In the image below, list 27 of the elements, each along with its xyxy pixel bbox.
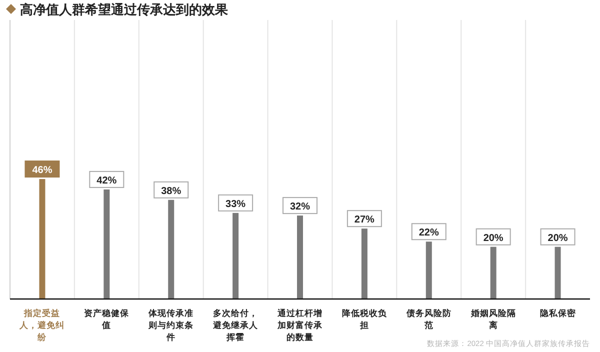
x-tick-label: 资产稳健保值 <box>83 307 130 331</box>
x-tick-label: 降低税收负担 <box>340 307 388 331</box>
data-label: 46% <box>32 165 52 176</box>
x-tick-label: 多次给付，避免继承人挥霍 <box>212 307 260 343</box>
x-tick-label: 债务风险防范 <box>405 307 452 331</box>
data-label: 33% <box>226 198 246 210</box>
data-label: 42% <box>96 175 117 186</box>
data-label: 22% <box>418 228 440 239</box>
data-label: 20% <box>548 232 568 244</box>
x-tick-label: 指定受益人，避免纠纷 <box>18 307 66 343</box>
bar <box>104 189 110 299</box>
bar <box>297 216 303 299</box>
bar <box>168 200 174 299</box>
x-tick-label: 体现传承准则与约束条件 <box>148 307 195 343</box>
bar <box>426 242 432 299</box>
chart-title: 高净值人群希望通过传承达到的效果 <box>20 2 229 17</box>
data-label: 27% <box>354 214 375 226</box>
bar <box>554 246 561 299</box>
bar <box>361 228 368 299</box>
data-label: 32% <box>290 202 310 213</box>
bar <box>232 212 239 299</box>
data-label: 38% <box>161 186 182 197</box>
bar <box>490 246 496 299</box>
x-tick-label: 婚姻风险隔离 <box>470 307 517 331</box>
data-label: 20% <box>483 232 504 244</box>
x-tick-label: 隐私保密 <box>538 307 577 319</box>
x-tick-label: 通过杠杆增加财富传承的数量 <box>276 307 324 343</box>
